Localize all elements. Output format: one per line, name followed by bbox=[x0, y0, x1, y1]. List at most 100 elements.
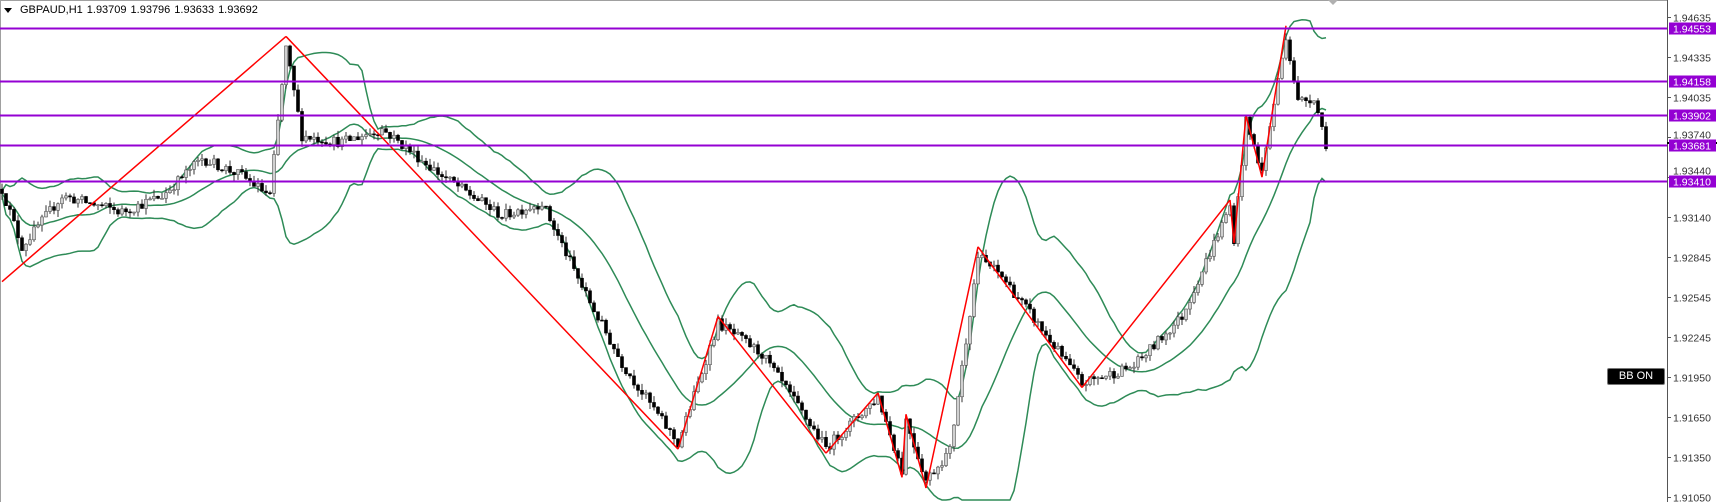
candle-body bbox=[204, 158, 208, 166]
candle-body bbox=[736, 332, 740, 335]
candle bbox=[204, 157, 208, 168]
candle-body bbox=[564, 242, 568, 257]
candle-body bbox=[140, 203, 144, 209]
candle-body bbox=[196, 159, 200, 162]
candle-body bbox=[1204, 258, 1208, 273]
candle bbox=[516, 208, 520, 217]
close-price: 1.93692 bbox=[218, 4, 258, 16]
level-price-label: 1.94553 bbox=[1673, 24, 1711, 36]
candle-body bbox=[112, 207, 116, 211]
bollinger-upper-band bbox=[1, 19, 1327, 400]
candle bbox=[16, 215, 20, 245]
candle bbox=[188, 165, 192, 177]
candle bbox=[1200, 271, 1204, 287]
candle bbox=[752, 342, 756, 353]
level-price-label: 1.93681 bbox=[1673, 141, 1711, 153]
candle bbox=[572, 250, 576, 271]
candle-body bbox=[1004, 276, 1008, 283]
candle bbox=[416, 146, 420, 167]
candle bbox=[96, 204, 100, 211]
candle-body bbox=[648, 392, 652, 403]
candle bbox=[660, 410, 664, 420]
candle-body bbox=[56, 203, 60, 211]
candle-body bbox=[1292, 60, 1296, 83]
candle-body bbox=[948, 446, 952, 454]
candle bbox=[116, 207, 120, 217]
candle bbox=[468, 185, 472, 200]
candle-body bbox=[256, 183, 260, 187]
candle bbox=[344, 131, 348, 144]
candle-body bbox=[1028, 303, 1032, 310]
candle-body bbox=[816, 428, 820, 440]
candle bbox=[780, 366, 784, 388]
symbol-label: GBPAUD,H1 bbox=[20, 4, 83, 16]
candle-body bbox=[548, 206, 552, 222]
candle-body bbox=[284, 45, 288, 85]
candle-body bbox=[1068, 358, 1072, 366]
candle bbox=[896, 448, 900, 462]
candle bbox=[48, 200, 52, 214]
bb-toggle-button[interactable]: BB ON bbox=[1607, 368, 1665, 385]
candle bbox=[744, 333, 748, 344]
candle bbox=[592, 300, 596, 313]
candle bbox=[1300, 96, 1304, 102]
candle-body bbox=[268, 192, 272, 194]
candle-body bbox=[104, 203, 108, 207]
candle-body bbox=[640, 390, 644, 395]
candle bbox=[588, 288, 592, 305]
candle-body bbox=[644, 392, 648, 395]
candle bbox=[1156, 335, 1160, 351]
candle-body bbox=[552, 220, 556, 230]
zigzag-segment bbox=[677, 316, 719, 450]
candle bbox=[388, 131, 392, 144]
candle-body bbox=[260, 183, 264, 192]
candle-body bbox=[20, 237, 24, 251]
candle bbox=[296, 84, 300, 113]
zigzag-segment bbox=[1, 35, 287, 283]
candle-body bbox=[1080, 374, 1084, 386]
candle bbox=[448, 176, 452, 181]
candle bbox=[932, 469, 936, 475]
candle bbox=[268, 190, 272, 195]
candle bbox=[8, 201, 12, 216]
candle bbox=[960, 360, 964, 403]
candle-body bbox=[168, 189, 172, 193]
candle-body bbox=[320, 141, 324, 144]
candle bbox=[404, 140, 408, 156]
candle-body bbox=[296, 89, 300, 112]
dropdown-triangle-icon[interactable] bbox=[4, 7, 12, 13]
candle bbox=[348, 134, 352, 142]
candle bbox=[1208, 249, 1212, 262]
candle-body bbox=[484, 197, 488, 205]
candle bbox=[796, 391, 800, 404]
candle bbox=[1284, 33, 1288, 61]
candle bbox=[1324, 121, 1328, 152]
candle bbox=[524, 208, 528, 219]
candle-body bbox=[776, 367, 780, 373]
candle bbox=[924, 469, 928, 484]
horizontal-levels[interactable]: 1.94553 1.94158 1.93902 1.93681 1.93410 bbox=[0, 22, 1716, 189]
candle-body bbox=[52, 206, 56, 211]
candle bbox=[968, 315, 972, 351]
candle bbox=[812, 421, 816, 431]
candle-body bbox=[192, 161, 196, 170]
candle-body bbox=[924, 471, 928, 481]
candle-body bbox=[384, 128, 388, 133]
candle bbox=[1220, 219, 1224, 240]
candle bbox=[332, 134, 336, 151]
candle-body bbox=[792, 391, 796, 397]
candle bbox=[1080, 371, 1084, 387]
chart-shift-marker-icon[interactable] bbox=[1328, 0, 1338, 5]
candle-body bbox=[152, 195, 156, 200]
candle-body bbox=[448, 176, 452, 179]
candle bbox=[84, 195, 88, 204]
candle bbox=[640, 383, 644, 400]
candle bbox=[1116, 373, 1120, 380]
candle bbox=[596, 311, 600, 323]
zigzag-segment bbox=[925, 246, 979, 489]
candle-body bbox=[1312, 100, 1316, 104]
candle bbox=[412, 144, 416, 159]
y-tick-label: 1.91950 bbox=[1673, 373, 1711, 385]
candle bbox=[484, 197, 488, 211]
